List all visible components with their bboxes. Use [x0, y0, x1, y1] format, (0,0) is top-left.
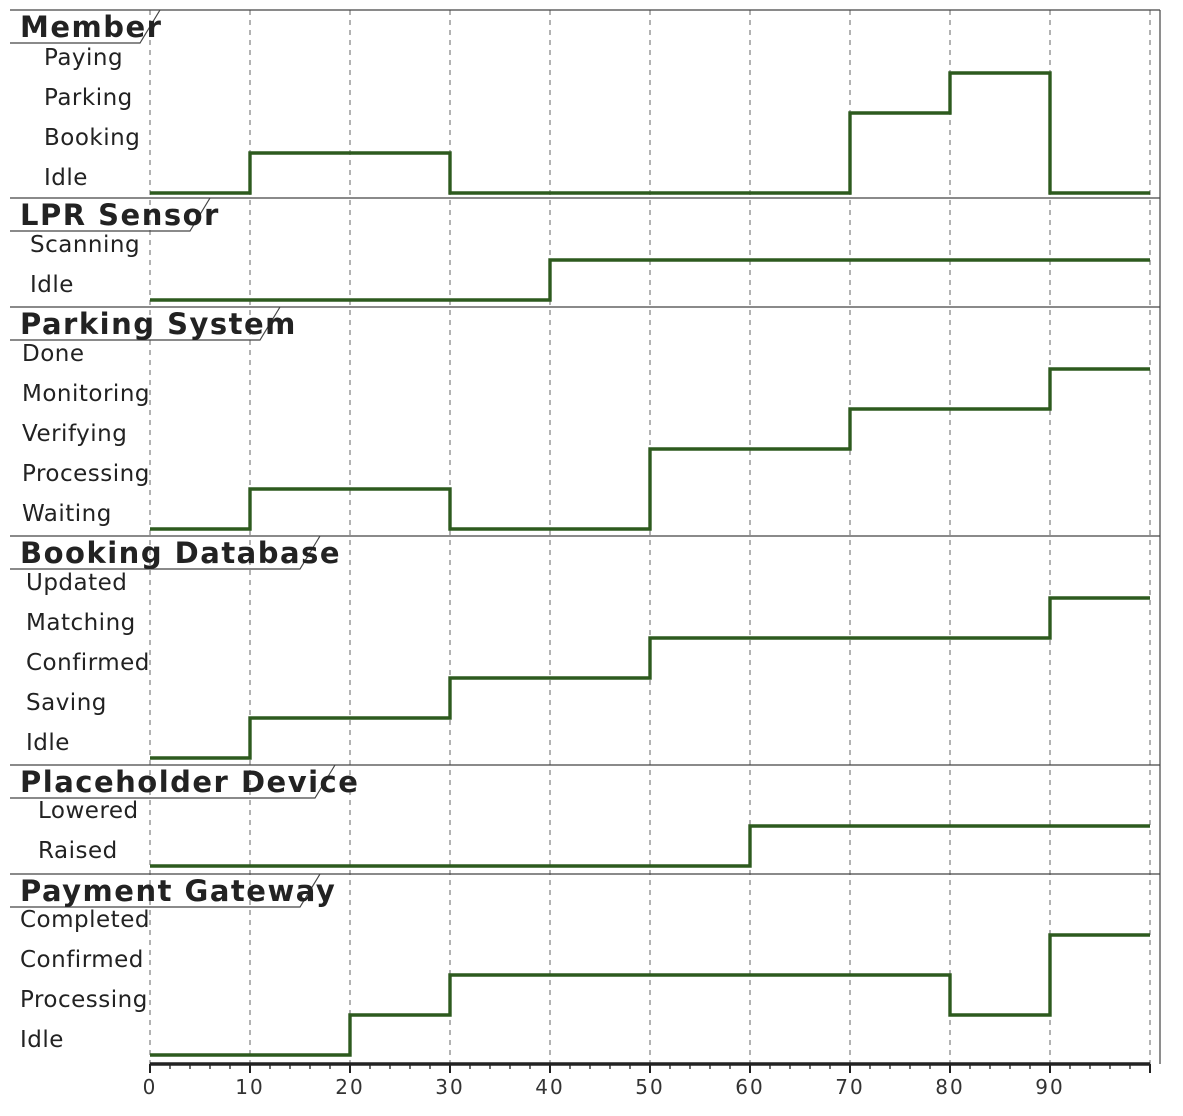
state-label: Raised	[38, 838, 118, 864]
tick-label: 20	[335, 1075, 364, 1099]
state-label: Updated	[26, 570, 127, 596]
lane-title-tab	[10, 306, 281, 341]
tick-label: 30	[435, 1075, 464, 1099]
lane-title: Booking Database	[20, 536, 341, 570]
signal-waveform	[150, 71, 1150, 195]
tick-label: 0	[143, 1075, 158, 1099]
state-label: Confirmed	[26, 650, 150, 676]
signal-waveform	[150, 933, 1150, 1057]
state-label: Idle	[26, 730, 70, 756]
state-label: Confirmed	[20, 947, 144, 973]
tick-label: 10	[235, 1075, 264, 1099]
state-label: Verifying	[22, 421, 127, 447]
state-label: Idle	[44, 165, 88, 191]
state-label: Processing	[22, 461, 150, 487]
lane-title: Placeholder Device	[20, 765, 359, 799]
state-label: Lowered	[38, 798, 139, 824]
state-label: Paying	[44, 45, 123, 71]
time-axis: 0 10 20 30 40 50 60 70 80 90	[143, 1062, 1151, 1099]
signal-waveform	[150, 824, 1150, 868]
tick-label: 40	[535, 1075, 564, 1099]
lane-title-tab	[10, 9, 161, 44]
state-label: Matching	[26, 610, 136, 636]
lane-title: Payment Gateway	[20, 874, 336, 908]
tick-label: 80	[935, 1075, 964, 1099]
state-label: Parking	[44, 85, 133, 111]
grid-layer	[149, 10, 1161, 1064]
state-label: Processing	[20, 987, 148, 1013]
tick-label: 60	[735, 1075, 764, 1099]
signal-waveform	[150, 367, 1150, 531]
state-label: Scanning	[30, 232, 140, 258]
lane-title-tab	[10, 535, 321, 570]
lane-title: Member	[20, 10, 162, 44]
lane-title: Parking System	[20, 307, 297, 341]
tick-label: 50	[635, 1075, 664, 1099]
lane-title: LPR Sensor	[20, 198, 220, 232]
tick-label: 70	[835, 1075, 864, 1099]
state-label: Completed	[20, 907, 150, 933]
state-label: Done	[22, 341, 85, 367]
tick-label: 90	[1035, 1075, 1064, 1099]
lane-title-tab	[10, 197, 211, 232]
state-label: Monitoring	[22, 381, 150, 407]
signal-waveform	[150, 596, 1150, 760]
state-label: Saving	[26, 690, 107, 716]
state-label: Booking	[44, 125, 140, 151]
state-label: Idle	[20, 1027, 64, 1053]
state-label: Waiting	[22, 501, 112, 527]
lane-title-tab	[10, 873, 321, 908]
lane-title-tab	[10, 764, 336, 799]
state-label: Idle	[30, 272, 74, 298]
signal-waveform	[150, 258, 1150, 302]
